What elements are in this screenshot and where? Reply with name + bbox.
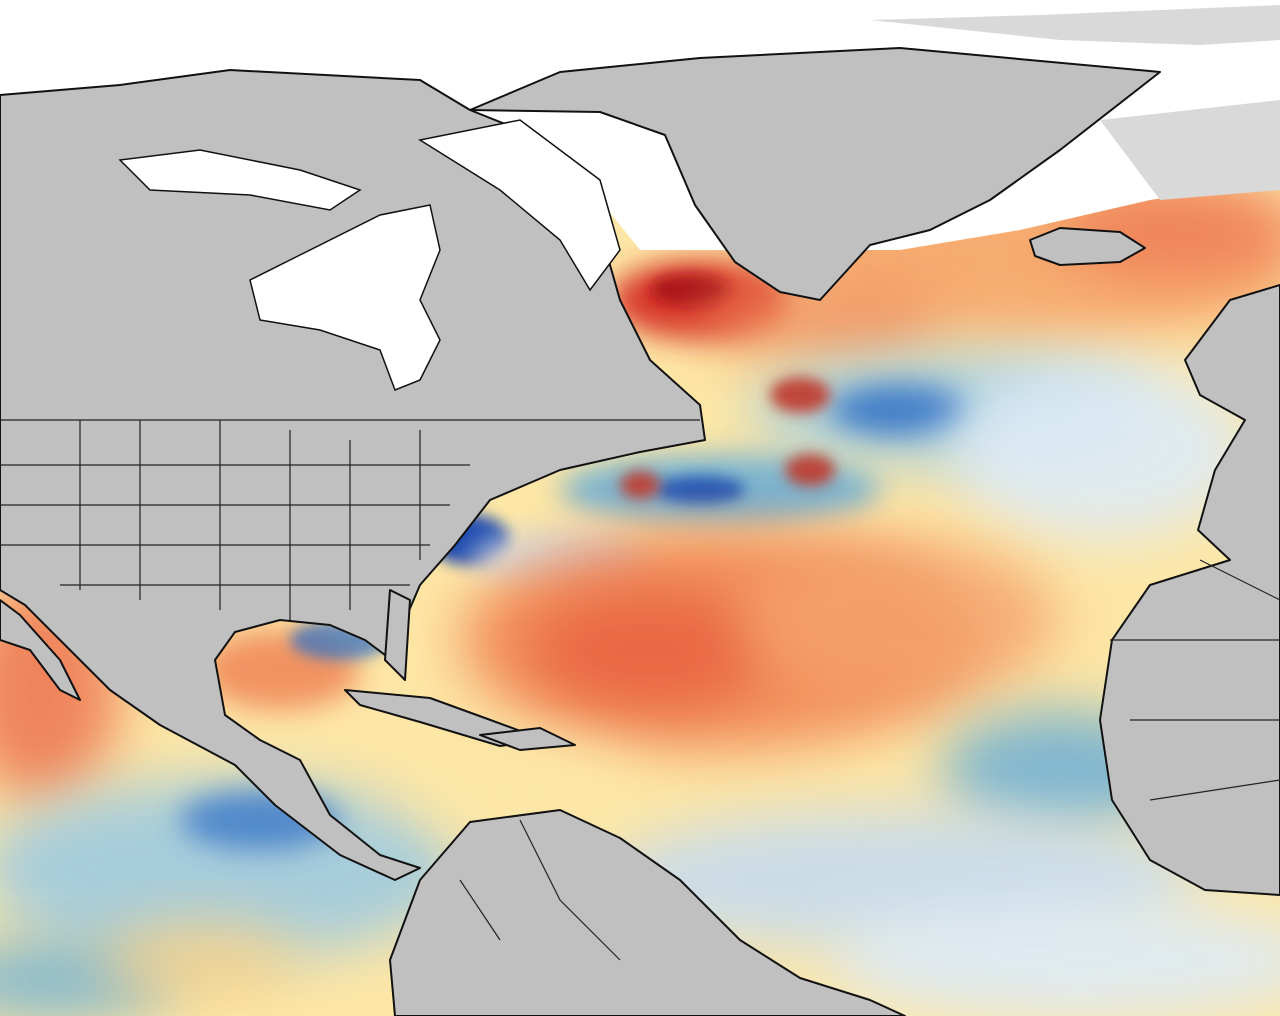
hispaniola xyxy=(479,727,576,751)
anomaly-blob xyxy=(950,360,1250,540)
anomaly-blob xyxy=(785,454,835,486)
anomaly-blob xyxy=(400,750,640,830)
anomaly-blob xyxy=(830,385,970,435)
florida xyxy=(384,589,411,681)
anomaly-blob xyxy=(770,377,830,413)
border-line xyxy=(1199,559,1280,601)
hudson-bay xyxy=(249,204,441,391)
anomaly-blob xyxy=(830,900,1280,1016)
europe-africa xyxy=(1099,284,1280,896)
iceland xyxy=(1029,227,1146,266)
border-line xyxy=(519,819,621,961)
anomaly-blob xyxy=(620,471,660,499)
south-america xyxy=(389,809,906,1016)
borders xyxy=(0,419,1280,961)
anomaly-blob xyxy=(650,274,730,306)
land xyxy=(0,47,1280,1016)
anomaly-blob xyxy=(740,540,1060,700)
border-line xyxy=(459,879,501,941)
arctic-channels xyxy=(118,119,621,292)
arctic-shelf xyxy=(870,5,1280,200)
anomaly-blob xyxy=(700,280,940,360)
border-line xyxy=(1149,779,1280,801)
baja xyxy=(0,599,81,701)
anomaly-blob xyxy=(655,476,745,504)
anomaly-blob xyxy=(0,780,460,960)
anomaly-blob xyxy=(530,590,770,710)
greenland xyxy=(469,47,1161,301)
anomaly-blob xyxy=(100,920,300,1000)
